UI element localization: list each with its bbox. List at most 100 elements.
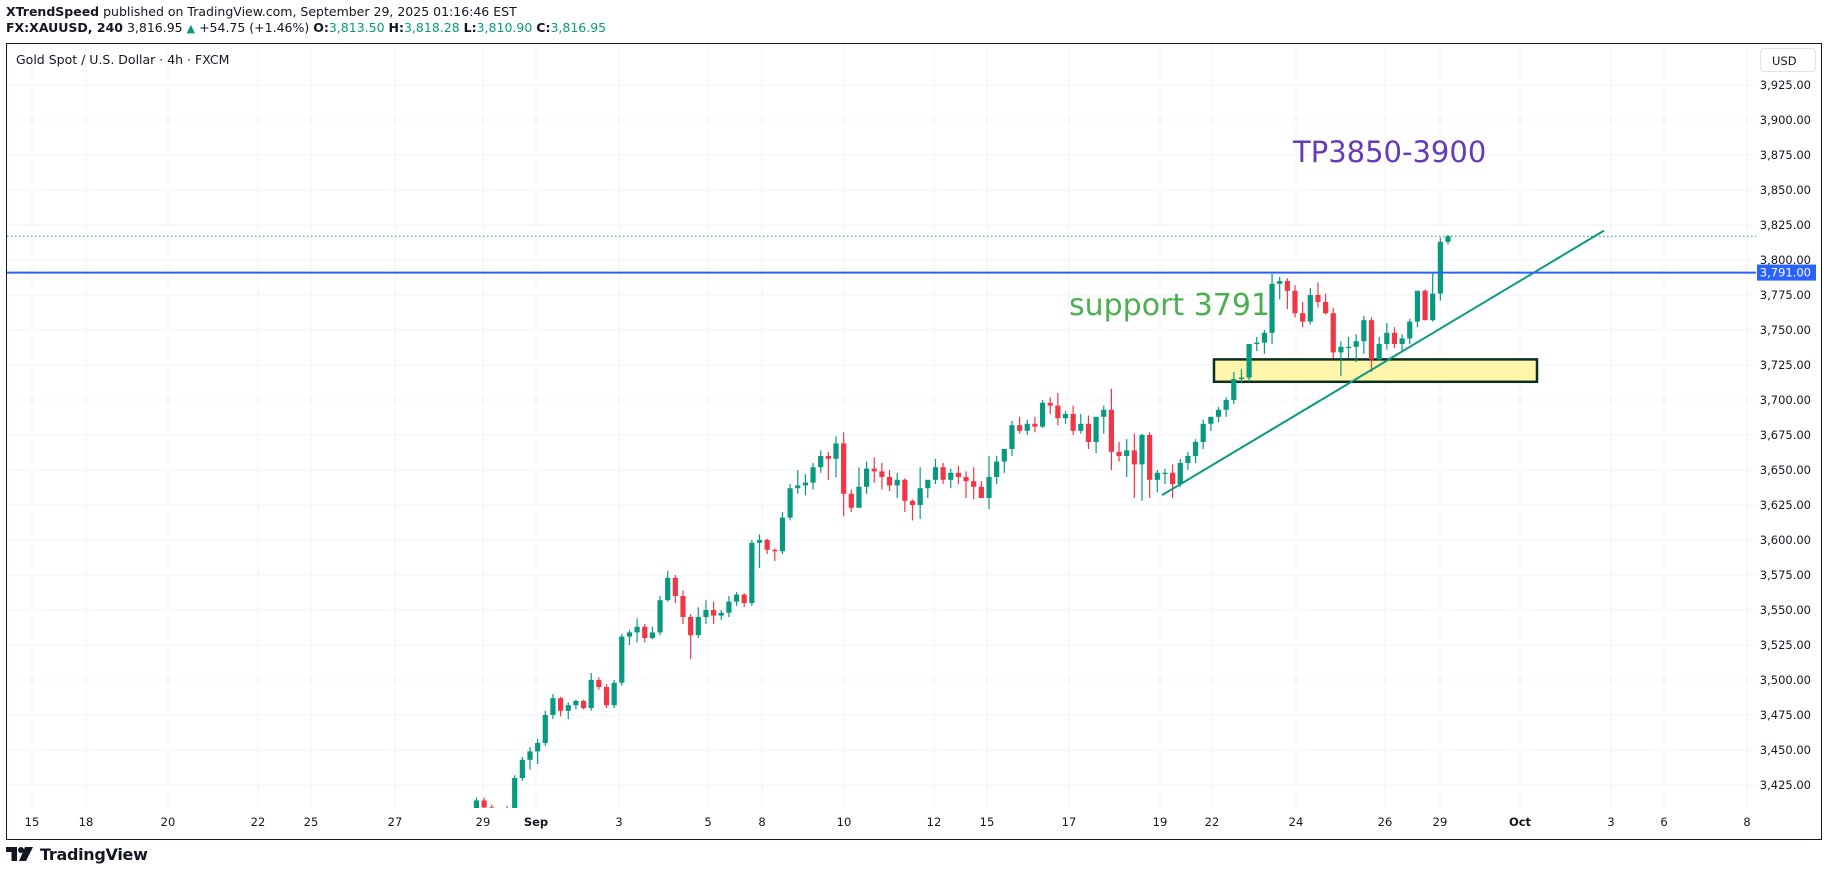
price-axis-label: 3,575.00 <box>1760 568 1811 582</box>
candle-up <box>1124 450 1130 456</box>
candle-down <box>1391 332 1398 344</box>
candle-up <box>1215 409 1222 417</box>
time-axis-label: 8 <box>1743 815 1750 829</box>
candle-up <box>856 486 862 508</box>
candle-up <box>1376 344 1382 360</box>
high-value: 3,818.28 <box>403 20 460 35</box>
candle-up <box>718 612 724 616</box>
symbol-info-bar: FX:XAUUSD, 240 3,816.95 ▲ +54.75 (+1.46%… <box>6 20 606 37</box>
candle-up <box>932 467 939 480</box>
time-axis-label: 6 <box>1660 815 1667 829</box>
tradingview-wordmark: TradingView <box>40 844 148 864</box>
time-axis-label: Oct <box>1509 815 1532 829</box>
candle-down <box>848 493 854 508</box>
candle-up <box>473 800 480 808</box>
price-axis-label: 3,825.00 <box>1760 218 1811 232</box>
price-axis-label: 3,775.00 <box>1760 288 1811 302</box>
candle-down <box>1284 281 1290 291</box>
candle-down <box>596 680 602 687</box>
candle-up <box>833 443 839 459</box>
support-zone-rectangle <box>1212 358 1539 384</box>
candle-up <box>695 617 701 636</box>
candle-down <box>1323 302 1329 314</box>
low-value: 3,810.90 <box>476 20 533 35</box>
candle-down <box>558 698 564 711</box>
low-label: L: <box>463 20 477 35</box>
price-axis-label: 3,450.00 <box>1760 743 1811 757</box>
tp-annotation-text: TP3850-3900 <box>1292 135 1486 169</box>
time-axis-label: 15 <box>980 815 995 829</box>
tradingview-logo[interactable]: TradingView <box>6 843 148 865</box>
candle-down <box>1116 451 1122 456</box>
candle-down <box>971 481 977 487</box>
candle-up <box>1246 344 1252 378</box>
candle-up <box>1307 295 1313 322</box>
price-axis-label: 3,425.00 <box>1760 778 1811 792</box>
candle-down <box>1131 450 1137 465</box>
candle-up <box>1162 472 1168 474</box>
candle-up <box>1208 416 1214 424</box>
candle-up <box>779 517 786 552</box>
candle-up <box>1353 341 1359 347</box>
candle-up <box>565 705 571 711</box>
candle-up <box>1185 456 1191 463</box>
time-axis-label: 15 <box>25 815 40 829</box>
price-axis-label: 3,725.00 <box>1760 358 1811 372</box>
plot-area[interactable]: TP3850-3900 support 3791 <box>7 135 1756 823</box>
candle-up <box>1154 472 1160 480</box>
candle-up <box>787 488 793 518</box>
publish-info: XTrendSpeed published on TradingView.com… <box>6 4 517 20</box>
candle-down <box>1070 414 1076 431</box>
price-axis-label: 3,600.00 <box>1760 533 1811 547</box>
candle-down <box>909 500 916 505</box>
candle-up <box>619 636 625 683</box>
candle-down <box>879 471 885 477</box>
candle-up <box>733 594 740 602</box>
tradingview-logo-icon <box>6 847 33 861</box>
candle-down <box>680 596 686 617</box>
candle-up <box>527 751 533 760</box>
chart-title: Gold Spot / U.S. Dollar · 4h · FXCM <box>16 52 230 67</box>
time-axis-label: 29 <box>1433 815 1448 829</box>
candle-up <box>1177 463 1183 484</box>
time-axis-label: 10 <box>837 815 852 829</box>
candle-up <box>665 577 671 601</box>
candle-up <box>535 743 541 752</box>
symbol-label: FX:XAUUSD, 240 <box>6 20 123 35</box>
candle-up <box>1261 332 1267 343</box>
candle-down <box>1292 290 1298 314</box>
author-name[interactable]: XTrendSpeed <box>6 4 100 19</box>
candle-up <box>1361 320 1367 342</box>
candle-up <box>864 468 870 487</box>
candle-up <box>1445 236 1451 242</box>
candle-up <box>818 456 824 468</box>
candle-up <box>1437 241 1443 294</box>
candle-up <box>1430 293 1436 321</box>
candle-up <box>986 477 992 498</box>
candle-up <box>1078 423 1084 431</box>
support-price-label-bg <box>1757 264 1816 281</box>
candle-up <box>497 814 502 817</box>
candle-down <box>1422 290 1428 321</box>
candle-down <box>1147 435 1153 480</box>
candle-up <box>1399 338 1405 344</box>
candle-down <box>688 617 694 636</box>
candle-up <box>512 778 518 808</box>
candle-down <box>825 456 831 459</box>
currency-button[interactable]: USD <box>1760 48 1816 72</box>
candle-up <box>994 461 1000 477</box>
open-value: 3,813.50 <box>328 20 385 35</box>
price-axis-label: 3,650.00 <box>1760 463 1811 477</box>
candle-down <box>955 472 961 477</box>
candle-up <box>1009 425 1015 449</box>
candle-down <box>772 549 778 552</box>
candle-up <box>1101 409 1107 417</box>
candle-up <box>649 632 655 638</box>
time-axis-label: 12 <box>927 815 942 829</box>
candle-down <box>504 814 509 818</box>
candle-down <box>940 467 946 480</box>
last-price: 3,816.95 <box>126 20 183 35</box>
high-label: H: <box>388 20 404 35</box>
candle-down <box>1032 423 1038 427</box>
